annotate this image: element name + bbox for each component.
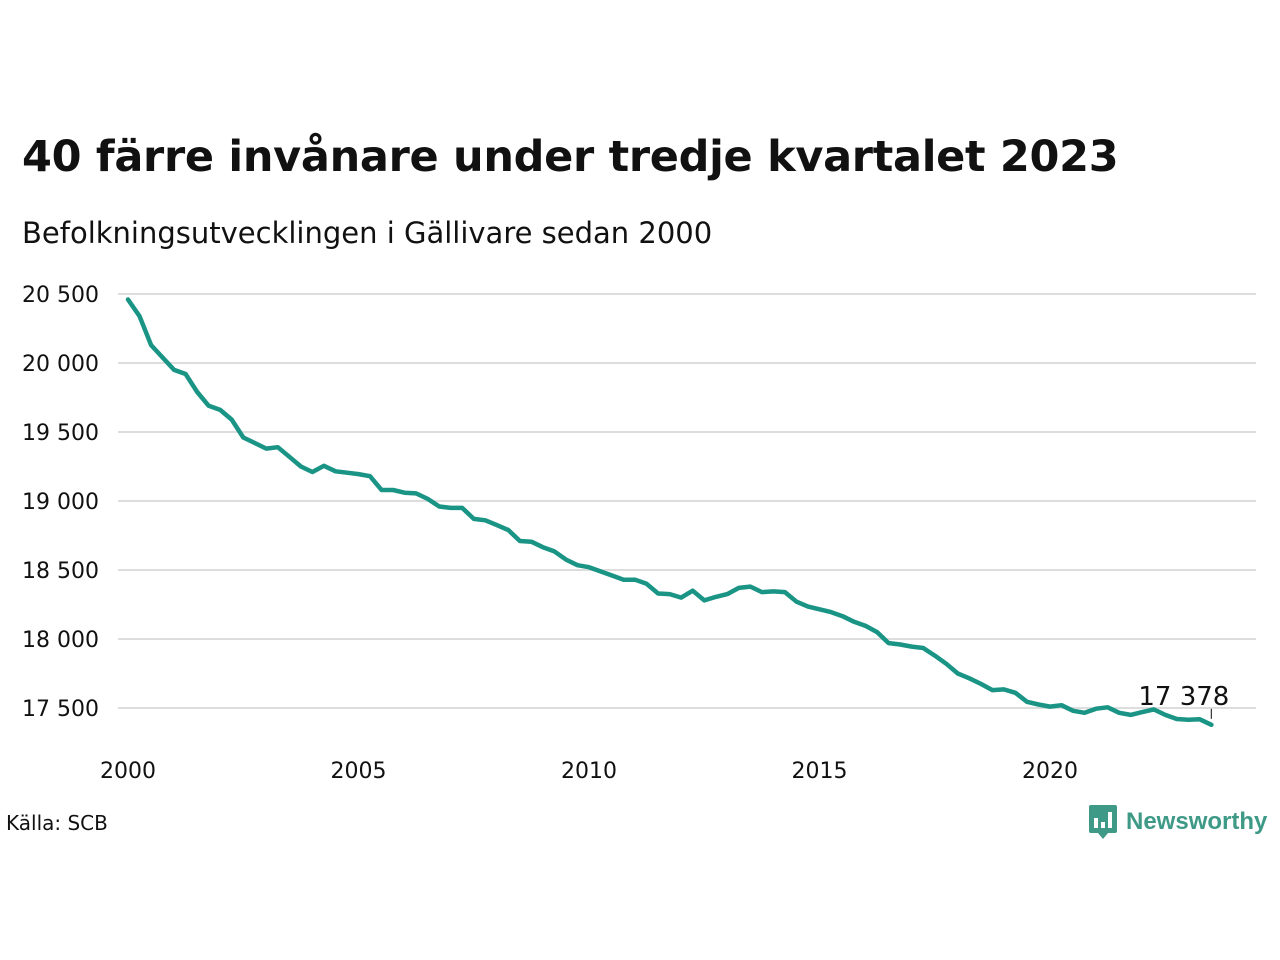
- x-tick-label: 2000: [100, 759, 156, 784]
- y-tick-label: 17 500: [22, 697, 99, 722]
- y-tick-label: 19 000: [22, 490, 99, 515]
- population-line: [125, 297, 1214, 728]
- y-tick-label: 19 500: [22, 421, 99, 446]
- x-tick-label: 2015: [792, 759, 848, 784]
- y-tick-label: 18 000: [22, 628, 99, 653]
- y-tick-label: 20 500: [22, 283, 99, 308]
- newsworthy-logo-icon: [1089, 805, 1117, 839]
- x-tick-label: 2010: [561, 759, 617, 784]
- y-tick-label: 18 500: [22, 559, 99, 584]
- x-tick-label: 2005: [331, 759, 387, 784]
- x-tick-label: 2020: [1022, 759, 1078, 784]
- newsworthy-brand[interactable]: Newsworthy: [1088, 802, 1267, 842]
- chart-title: 40 färre invånare under tredje kvartalet…: [22, 132, 1119, 182]
- y-tick-label: 20 000: [22, 352, 99, 377]
- source-label: Källa: SCB: [6, 811, 108, 835]
- brand-name: Newsworthy: [1126, 808, 1268, 835]
- chart-subtitle: Befolkningsutvecklingen i Gällivare seda…: [22, 216, 713, 250]
- last-value-label: 17 378: [1138, 682, 1229, 712]
